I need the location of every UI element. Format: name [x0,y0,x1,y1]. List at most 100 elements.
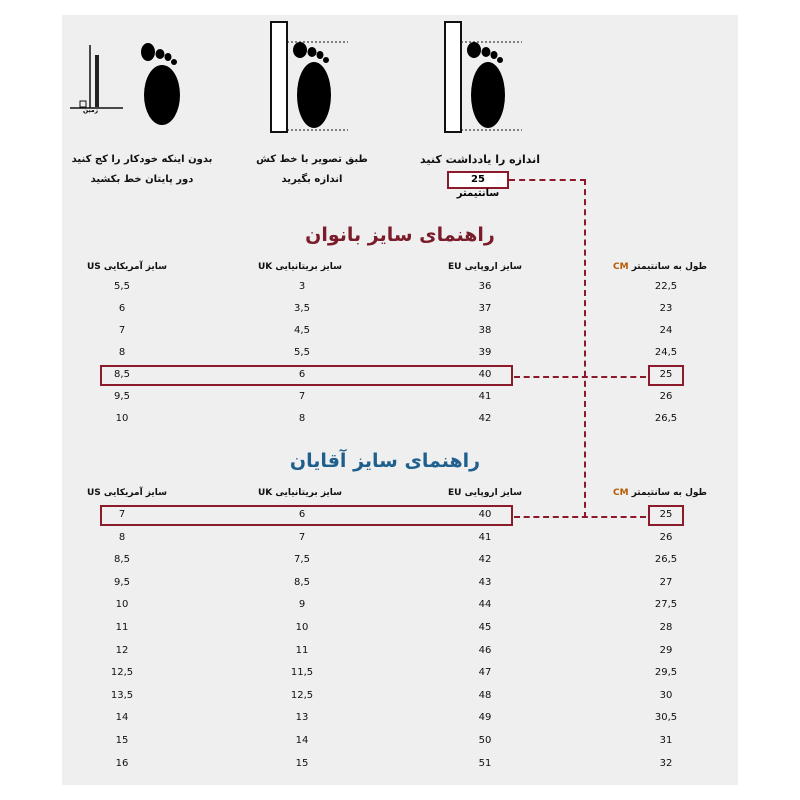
men-cell-us: 14 [115,712,129,724]
men-cell-eu: 48 [478,689,492,701]
men-cell-uk: 15 [295,757,309,769]
men-cell-cm: 26,5 [654,554,678,566]
men-cell-us: 16 [115,757,129,769]
cm-header-unit: CM [613,488,629,498]
men-cell-eu: 46 [478,644,492,656]
women-highlight-cm [648,365,684,386]
women-header-cm: طول به سانتیمتر CM [580,262,740,272]
men-cell-uk: 6 [298,509,306,520]
men-cell-cm: 28 [659,622,673,633]
step-2-line-2: اندازه بگیرید [281,174,343,185]
men-cell-uk: 9 [298,599,306,611]
women-header-us: سایز آمریکایی US [86,262,167,272]
women-cell-us: 6 [118,303,126,314]
men-cell-cm: 27,5 [654,599,678,611]
men-cell-cm: 32 [659,757,673,769]
pen-tracing-illustration [70,43,180,125]
men-header-us: سایز آمریکایی US [86,488,167,498]
men-cell-us: 9,5 [114,576,130,588]
women-cell-uk: 7 [298,391,306,402]
men-header-uk: سایز بریتانیایی UK [257,488,343,498]
men-cell-uk: 14 [295,735,309,746]
men-highlight-cm [648,505,684,526]
men-cell-eu: 41 [478,531,492,543]
women-cell-eu: 40 [478,369,492,380]
women-cell-cm: 25 [659,369,673,380]
men-cell-cm: 29,5 [654,667,678,679]
women-cell-eu: 42 [478,413,492,424]
men-cell-us: 8 [118,531,126,543]
women-cell-cm: 26,5 [654,413,678,424]
men-cell-uk: 11 [295,644,309,656]
step-1-caption: بدون اینکه خودکار را کج کنید دور پایتان … [42,150,242,190]
men-cell-uk: 12,5 [290,689,314,701]
men-cell-cm: 25 [659,509,673,520]
men-arrow [514,516,646,518]
men-cell-cm: 29 [659,644,673,656]
men-cell-eu: 45 [478,622,492,633]
men-cell-uk: 11,5 [290,667,314,679]
men-cell-uk: 8,5 [294,576,310,588]
women-cell-cm: 22,5 [654,281,678,292]
women-cell-us: 5,5 [114,281,130,292]
men-cell-us: 15 [115,735,129,746]
men-cell-cm: 31 [659,735,673,746]
women-header-eu: سایز اروپایی EU [447,262,523,272]
women-cell-us: 10 [115,413,129,424]
men-cell-eu: 49 [478,712,492,724]
women-cell-cm: 26 [659,391,673,402]
women-cell-eu: 37 [478,303,492,314]
men-cell-eu: 47 [478,667,492,679]
women-cell-eu: 38 [478,325,492,336]
men-cell-eu: 42 [478,554,492,566]
women-cell-cm: 24 [659,325,673,336]
men-cell-us: 10 [115,599,129,611]
men-cell-cm: 30,5 [654,712,678,724]
women-cell-eu: 39 [478,347,492,358]
men-title: راهنمای سایز آقایان [289,450,481,472]
ruler-record-illustration [444,21,522,133]
cm-header-text: طول به سانتیمتر [631,488,707,498]
step-2-caption: طبق تصویر با خط کش اندازه بگیرید [212,150,412,190]
women-cell-uk: 3,5 [294,303,310,314]
foot-icon [293,42,331,128]
men-cell-eu: 40 [478,509,492,520]
cm-header-text: طول به سانتیمتر [631,262,707,272]
men-cell-us: 12,5 [110,667,134,679]
foot-icon [141,43,180,125]
connector-line [584,179,586,518]
measurement-box: 25 سانتیمتر [447,171,509,199]
women-title: راهنمای سایز بانوان [305,224,495,246]
men-cell-uk: 13 [295,712,309,724]
men-cell-us: 12 [115,644,129,656]
men-cell-us: 11 [115,622,129,633]
women-header-uk: سایز بریتانیایی UK [257,262,343,272]
cm-header-unit: CM [613,262,629,272]
ground-label: زمین [83,107,99,114]
women-cell-uk: 5,5 [294,347,310,358]
women-highlight-row [100,365,513,386]
step-2-line-1: طبق تصویر با خط کش [256,154,368,165]
women-cell-uk: 6 [298,369,306,380]
women-cell-eu: 36 [478,281,492,292]
men-cell-cm: 30 [659,689,673,701]
men-cell-us: 8,5 [114,554,130,566]
men-cell-cm: 26 [659,531,673,543]
men-cell-uk: 10 [295,622,309,633]
step-1-line-2: دور پایتان خط بکشید [90,174,194,185]
men-cell-uk: 7 [298,531,306,543]
connector-line [509,179,586,181]
ruler-measure-illustration [270,21,348,133]
women-cell-uk: 3 [298,281,306,292]
women-arrow [514,376,646,378]
men-cell-eu: 50 [478,735,492,746]
women-cell-us: 8 [118,347,126,358]
men-cell-uk: 7,5 [294,554,310,566]
women-cell-cm: 23 [659,303,673,314]
men-highlight-row [100,505,513,526]
step-1-line-1: بدون اینکه خودکار را کج کنید [71,154,213,165]
men-cell-eu: 44 [478,599,492,611]
women-cell-cm: 24,5 [654,347,678,358]
step-3-caption: اندازه را یادداشت کنید [420,153,540,166]
men-header-cm: طول به سانتیمتر CM [580,488,740,498]
